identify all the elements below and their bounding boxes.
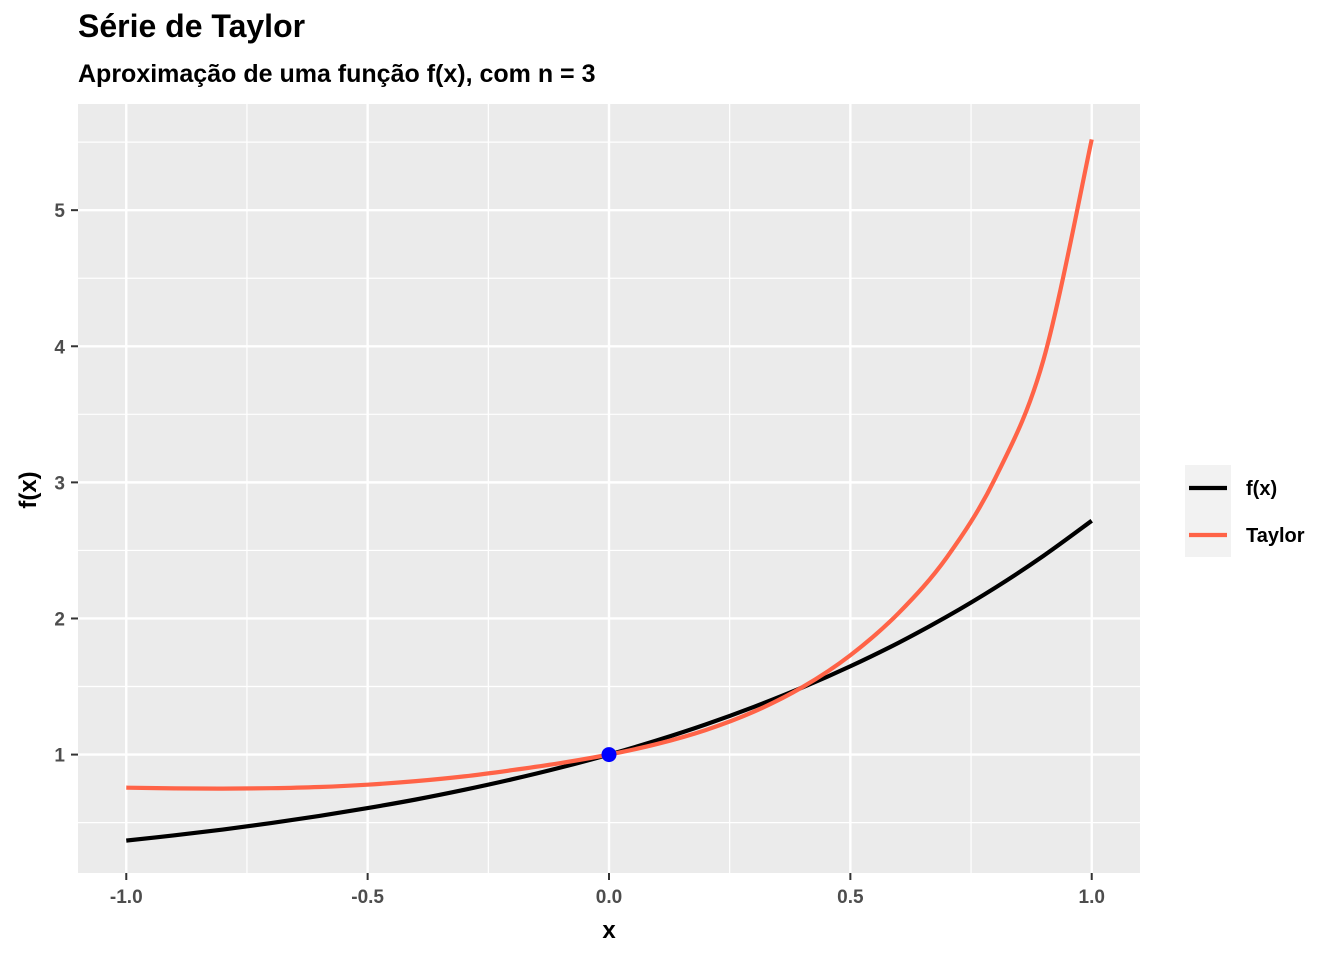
x-axis-title: x: [602, 917, 616, 944]
legend-label-fx: f(x): [1246, 478, 1277, 500]
y-tick-label: 2: [54, 609, 65, 630]
axis-ticks: [71, 209, 1093, 880]
point-layer: [601, 747, 617, 763]
x-tick-label: -1.0: [110, 887, 143, 908]
x-tick-label: 0.5: [837, 887, 864, 908]
y-tick-label: 1: [54, 746, 65, 767]
legend-label-taylor: Taylor: [1246, 525, 1305, 547]
y-tick-label: 5: [54, 201, 65, 222]
x-tick-label: 0.0: [596, 887, 622, 908]
chart-subtitle: Aproximação de uma função f(x), com n = …: [78, 60, 596, 88]
y-axis-title: f(x): [15, 471, 42, 508]
x-tick-label: -0.5: [351, 887, 384, 908]
tick-labels: -1.0 -0.5 0.0 0.5 1.0 1 2 3 4 5: [54, 201, 1105, 908]
legend: f(x) Taylor: [1185, 465, 1305, 557]
legend-key-background: [1185, 465, 1231, 557]
series-line-taylor: [126, 138, 1094, 791]
expansion-point: [601, 747, 617, 763]
chart-title: Série de Taylor: [78, 8, 306, 44]
y-tick-label: 4: [54, 337, 65, 358]
x-tick-label: 1.0: [1079, 887, 1105, 908]
y-tick-label: 3: [54, 473, 65, 494]
